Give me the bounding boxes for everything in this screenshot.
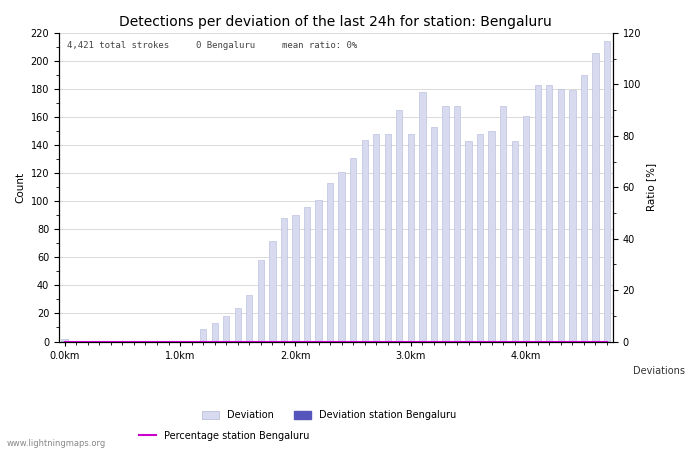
Y-axis label: Count: Count [15, 171, 25, 203]
Bar [477, 134, 483, 342]
Text: 4,421 total strokes     0 Bengaluru     mean ratio: 0%: 4,421 total strokes 0 Bengaluru mean rat… [67, 40, 358, 50]
Bar [535, 85, 541, 342]
Legend: Percentage station Bengaluru: Percentage station Bengaluru [139, 431, 309, 441]
Bar [396, 110, 402, 342]
Text: Deviations: Deviations [633, 366, 685, 377]
Bar [62, 339, 68, 342]
Bar [569, 90, 575, 342]
Bar [454, 106, 460, 342]
Bar [270, 240, 276, 342]
Bar [581, 75, 587, 342]
Bar [234, 308, 241, 342]
Bar [304, 207, 310, 342]
Bar [258, 260, 264, 342]
Bar [442, 106, 449, 342]
Bar [604, 41, 610, 342]
Text: www.lightningmaps.org: www.lightningmaps.org [7, 439, 106, 448]
Bar [523, 116, 529, 342]
Title: Detections per deviation of the last 24h for station: Bengaluru: Detections per deviation of the last 24h… [120, 15, 552, 29]
Bar [281, 218, 287, 342]
Bar [361, 140, 368, 342]
Bar [211, 323, 218, 342]
Bar [316, 200, 322, 342]
Bar [407, 134, 414, 342]
Bar [430, 127, 437, 342]
Bar [592, 53, 598, 342]
Bar [338, 172, 345, 342]
Bar [512, 141, 518, 342]
Bar [293, 215, 299, 342]
Bar [419, 92, 426, 342]
Bar [246, 295, 253, 342]
Y-axis label: Ratio [%]: Ratio [%] [647, 163, 657, 212]
Bar [384, 134, 391, 342]
Bar [223, 316, 230, 342]
Legend: Deviation, Deviation station Bengaluru: Deviation, Deviation station Bengaluru [202, 410, 456, 420]
Bar [350, 158, 356, 342]
Bar [558, 89, 564, 342]
Bar [489, 131, 495, 342]
Bar [466, 141, 472, 342]
Bar [327, 183, 333, 342]
Bar [200, 329, 206, 342]
Bar [373, 134, 379, 342]
Bar [500, 106, 506, 342]
Bar [546, 85, 552, 342]
